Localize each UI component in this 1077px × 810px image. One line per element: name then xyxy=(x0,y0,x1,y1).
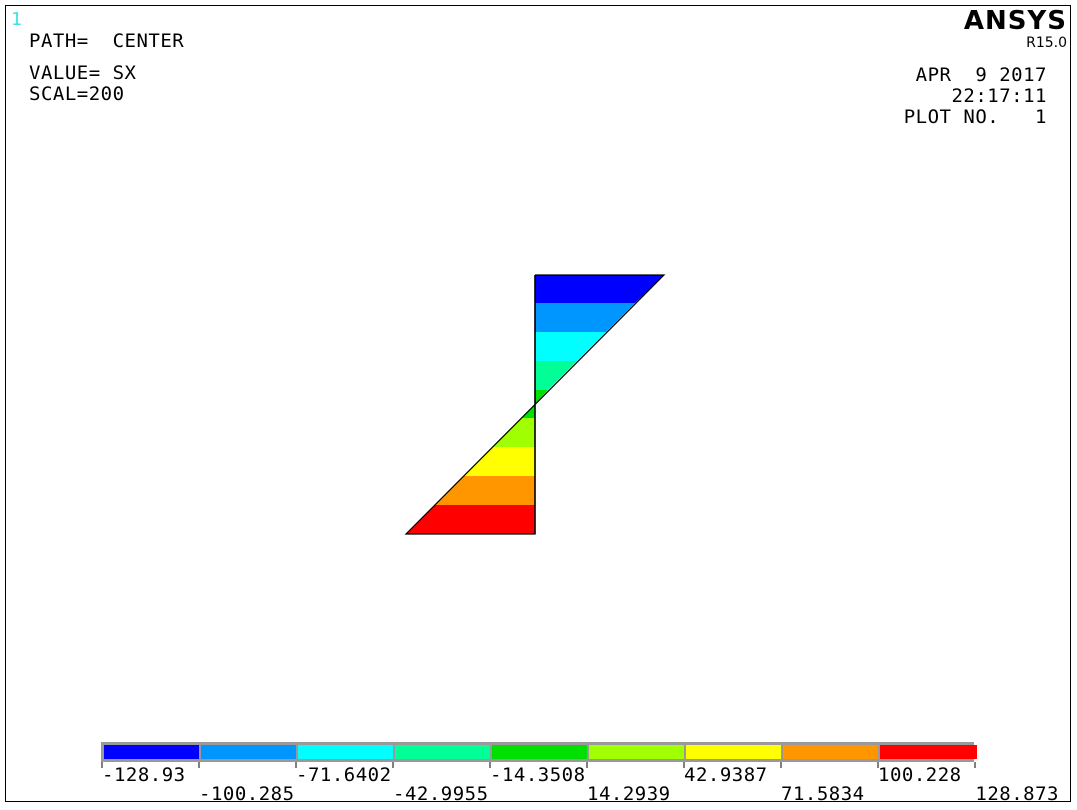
ansys-logo: ANSYS xyxy=(963,6,1067,36)
band-lower-2 xyxy=(493,418,535,447)
legend-swatch xyxy=(880,745,977,759)
legend-label: -42.9955 xyxy=(393,783,489,805)
legend-label: -14.3508 xyxy=(490,764,586,786)
value-label: VALUE= SX xyxy=(29,62,137,84)
date-label: APR 9 2017 xyxy=(915,64,1047,86)
band-upper-2 xyxy=(535,303,635,332)
legend-label: 71.5834 xyxy=(781,783,865,805)
band-lower-5 xyxy=(406,505,535,534)
band-upper-1 xyxy=(535,275,664,303)
graphics-window xyxy=(5,5,1071,802)
legend-swatch xyxy=(104,745,199,759)
legend-label: 14.2939 xyxy=(587,783,671,805)
legend-label: -71.6402 xyxy=(296,764,392,786)
legend-swatch xyxy=(298,745,393,759)
legend-label: 100.228 xyxy=(878,764,962,786)
path-label: PATH= CENTER xyxy=(29,30,185,52)
plot-number-label: PLOT NO. 1 xyxy=(903,106,1047,128)
legend-label: 42.9387 xyxy=(684,764,768,786)
band-lower-3 xyxy=(464,447,535,476)
band-lower-4 xyxy=(435,476,535,505)
legend-label: -100.285 xyxy=(199,783,295,805)
legend-label: -128.93 xyxy=(102,764,186,786)
legend-swatch xyxy=(395,745,490,759)
legend-swatch xyxy=(783,745,878,759)
version-label: R15.0 xyxy=(1026,35,1067,51)
time-label: 22:17:11 xyxy=(951,85,1047,107)
legend-swatch xyxy=(589,745,684,759)
scale-label: SCAL=200 xyxy=(29,83,125,105)
band-upper-4 xyxy=(535,361,577,390)
legend-swatch xyxy=(492,745,587,759)
legend-label: 128.873 xyxy=(975,783,1059,805)
band-upper-3 xyxy=(535,332,606,361)
window-number: 1 xyxy=(11,9,23,30)
legend-swatch xyxy=(201,745,296,759)
legend-swatch xyxy=(686,745,781,759)
